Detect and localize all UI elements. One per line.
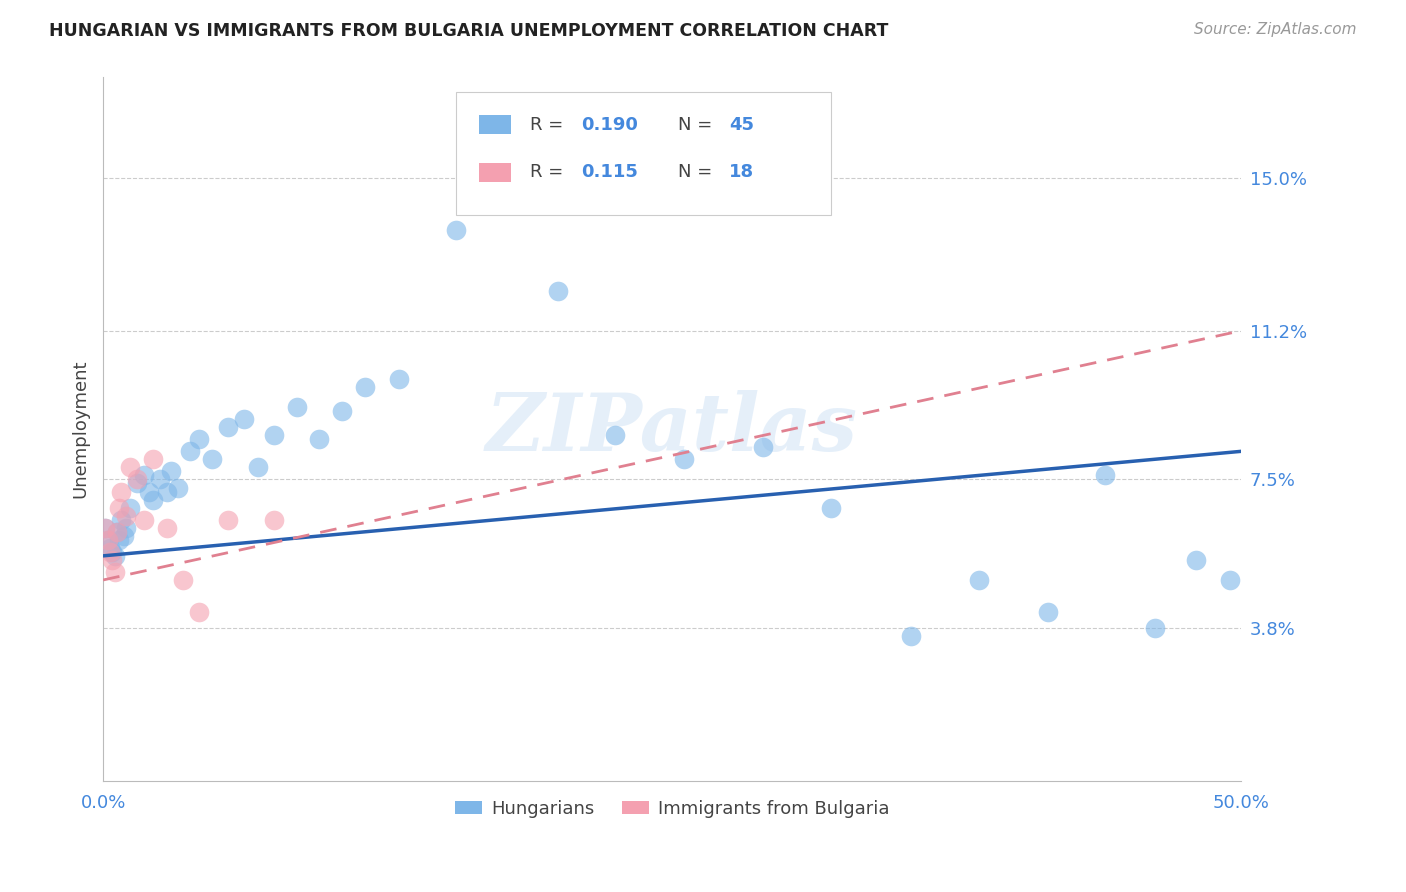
- Point: [149, 473, 172, 487]
- Point: [115, 521, 138, 535]
- Point: [101, 545, 124, 559]
- Point: [112, 529, 135, 543]
- Point: [103, 549, 125, 563]
- Bar: [478, 162, 510, 182]
- Text: N =: N =: [678, 116, 711, 134]
- Text: 18: 18: [730, 163, 754, 181]
- Point: [1036, 605, 1059, 619]
- Point: [672, 452, 695, 467]
- Point: [103, 565, 125, 579]
- Point: [110, 513, 132, 527]
- Text: 0.190: 0.190: [581, 116, 638, 134]
- Point: [285, 400, 308, 414]
- Point: [388, 372, 411, 386]
- Point: [127, 476, 149, 491]
- Text: R =: R =: [530, 163, 564, 181]
- Text: 0.115: 0.115: [581, 163, 638, 181]
- Point: [444, 223, 467, 237]
- Point: [132, 513, 155, 527]
- Point: [142, 492, 165, 507]
- Point: [101, 553, 124, 567]
- Point: [115, 508, 138, 523]
- Point: [105, 524, 128, 539]
- Point: [97, 533, 120, 547]
- Point: [217, 420, 239, 434]
- Point: [1219, 573, 1241, 587]
- Point: [108, 533, 131, 547]
- Point: [132, 468, 155, 483]
- Point: [217, 513, 239, 527]
- Point: [108, 500, 131, 515]
- Point: [263, 513, 285, 527]
- Point: [172, 573, 194, 587]
- Point: [233, 412, 256, 426]
- Text: Source: ZipAtlas.com: Source: ZipAtlas.com: [1194, 22, 1357, 37]
- Y-axis label: Unemployment: Unemployment: [72, 360, 89, 499]
- Point: [98, 545, 121, 559]
- FancyBboxPatch shape: [456, 92, 831, 215]
- Point: [201, 452, 224, 467]
- Point: [1094, 468, 1116, 483]
- Point: [156, 484, 179, 499]
- Point: [127, 473, 149, 487]
- Point: [187, 605, 209, 619]
- Point: [120, 460, 142, 475]
- Point: [97, 533, 120, 547]
- Point: [246, 460, 269, 475]
- Point: [1184, 553, 1206, 567]
- Point: [142, 452, 165, 467]
- Point: [187, 432, 209, 446]
- Point: [110, 484, 132, 499]
- Point: [167, 481, 190, 495]
- Point: [752, 440, 775, 454]
- Point: [900, 629, 922, 643]
- Point: [491, 162, 513, 177]
- Point: [120, 500, 142, 515]
- Text: N =: N =: [678, 163, 711, 181]
- Point: [1143, 621, 1166, 635]
- Bar: [478, 115, 510, 135]
- Text: HUNGARIAN VS IMMIGRANTS FROM BULGARIA UNEMPLOYMENT CORRELATION CHART: HUNGARIAN VS IMMIGRANTS FROM BULGARIA UN…: [49, 22, 889, 40]
- Point: [156, 521, 179, 535]
- Text: R =: R =: [530, 116, 564, 134]
- Point: [605, 428, 627, 442]
- Text: ZIPatlas: ZIPatlas: [486, 391, 858, 468]
- Point: [105, 524, 128, 539]
- Point: [138, 484, 160, 499]
- Point: [94, 521, 117, 535]
- Point: [354, 380, 377, 394]
- Point: [98, 541, 121, 555]
- Point: [308, 432, 330, 446]
- Point: [330, 404, 353, 418]
- Point: [263, 428, 285, 442]
- Point: [94, 521, 117, 535]
- Text: 45: 45: [730, 116, 754, 134]
- Legend: Hungarians, Immigrants from Bulgaria: Hungarians, Immigrants from Bulgaria: [449, 792, 897, 825]
- Point: [547, 284, 569, 298]
- Point: [820, 500, 842, 515]
- Point: [969, 573, 991, 587]
- Point: [160, 465, 183, 479]
- Point: [179, 444, 201, 458]
